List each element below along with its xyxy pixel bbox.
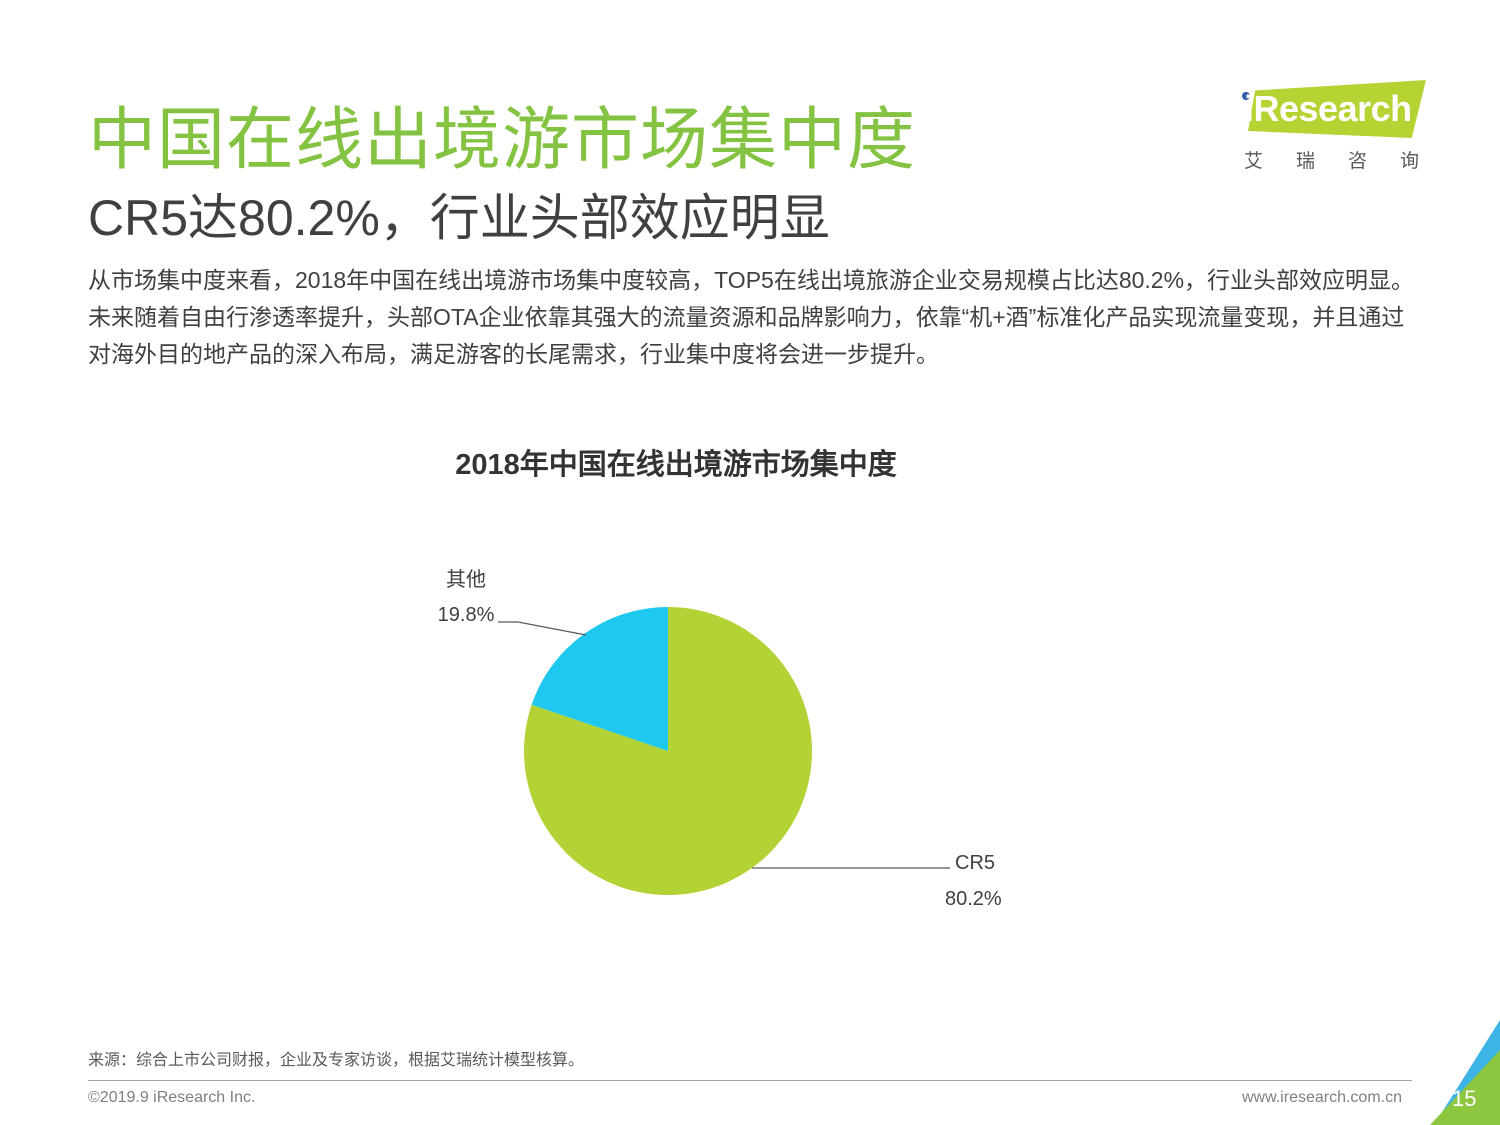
logo-band: [1248, 80, 1426, 138]
logo-text: iResearch: [1244, 88, 1412, 129]
page-number: 15: [1452, 1086, 1477, 1111]
slice-label-name: CR5: [955, 852, 995, 874]
slice-label-value: 80.2%: [945, 888, 1002, 910]
page-title: 中国在线出境游市场集中度: [88, 102, 917, 178]
corner-green-triangle: [1430, 1050, 1500, 1125]
iresearch-logo: iResearch 艾瑞咨询: [1238, 78, 1428, 173]
slice-label-value: 19.8%: [438, 604, 495, 626]
logo-dot: [1242, 92, 1250, 100]
leader-line: [498, 621, 587, 636]
source-note: 来源：综合上市公司财报，企业及专家访谈，根据艾瑞统计模型核算。: [88, 1052, 585, 1069]
chart-title: 2018年中国在线出境游市场集中度: [455, 449, 897, 481]
page-subtitle: CR5达80.2%，行业头部效应明显: [88, 190, 830, 246]
copyright-text: ©2019.9 iResearch Inc.: [88, 1089, 256, 1106]
footer-divider: [88, 1080, 1412, 1081]
pie-slice-cr5: [524, 607, 813, 895]
corner-blue-stripe: [1434, 1020, 1500, 1125]
slice-label-name: 其他: [446, 568, 486, 591]
pie-slice-other: [531, 607, 668, 751]
logo-cn-text: 艾瑞咨询: [1244, 151, 1453, 172]
website-link[interactable]: www.iresearch.com.cn: [1241, 1089, 1402, 1106]
summary-paragraph: 从市场集中度来看，2018年中国在线出境游市场集中度较高，TOP5在线出境旅游企…: [88, 267, 1415, 367]
corner-decoration: [1430, 1020, 1500, 1125]
